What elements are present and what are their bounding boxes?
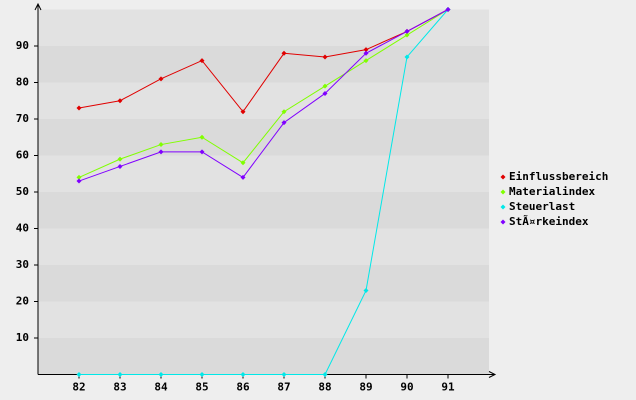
data-point bbox=[240, 372, 246, 377]
series-line bbox=[78, 9, 449, 178]
data-point bbox=[363, 58, 369, 64]
data-point bbox=[199, 149, 205, 155]
data-point bbox=[158, 372, 164, 377]
y-tick-label: 70 bbox=[16, 112, 29, 125]
x-tick-label: 88 bbox=[318, 381, 331, 394]
grid-band bbox=[38, 82, 489, 119]
data-point bbox=[117, 372, 123, 377]
legend-label: Steuerlast bbox=[509, 200, 575, 213]
grid-band bbox=[38, 228, 489, 265]
data-point bbox=[322, 90, 328, 96]
grid-band bbox=[38, 265, 489, 302]
data-point bbox=[322, 372, 328, 377]
legend-label: Einflussbereich bbox=[509, 170, 608, 183]
grid-band bbox=[38, 155, 489, 192]
y-tick-label: 50 bbox=[16, 185, 29, 198]
grid-band bbox=[38, 192, 489, 229]
y-tick-label: 20 bbox=[16, 295, 29, 308]
data-point bbox=[363, 50, 369, 56]
x-tick-label: 91 bbox=[441, 381, 455, 394]
x-tick-label: 83 bbox=[113, 381, 126, 394]
x-axis-arrow bbox=[488, 371, 497, 378]
x-tick-label: 89 bbox=[359, 381, 372, 394]
series-line bbox=[78, 9, 449, 113]
x-tick-label: 87 bbox=[277, 381, 290, 394]
y-tick-label: 60 bbox=[16, 149, 29, 162]
grid-band bbox=[38, 301, 489, 338]
data-point bbox=[76, 372, 82, 377]
y-tick-label: 10 bbox=[16, 331, 29, 344]
y-axis-arrow bbox=[34, 2, 42, 11]
grid-band bbox=[38, 338, 489, 375]
data-point bbox=[76, 105, 82, 111]
y-tick-label: 40 bbox=[16, 222, 29, 235]
legend-marker bbox=[500, 189, 506, 195]
x-tick-label: 85 bbox=[195, 381, 208, 394]
data-point bbox=[404, 54, 410, 60]
data-point bbox=[404, 32, 410, 38]
x-tick-label: 90 bbox=[400, 381, 413, 394]
data-point bbox=[76, 178, 82, 184]
legend-label: Materialindex bbox=[509, 185, 595, 198]
legend-label: StÃ¤rkeindex bbox=[509, 215, 589, 228]
data-point bbox=[158, 142, 164, 148]
legend-marker bbox=[500, 219, 506, 225]
data-point bbox=[76, 174, 82, 180]
data-point bbox=[158, 76, 164, 82]
data-point bbox=[322, 54, 328, 60]
data-point bbox=[322, 83, 328, 89]
data-point bbox=[117, 98, 123, 104]
legend-marker bbox=[500, 204, 506, 210]
data-point bbox=[199, 58, 205, 64]
data-point bbox=[117, 163, 123, 169]
data-point bbox=[363, 47, 369, 53]
data-point bbox=[281, 50, 287, 56]
data-point bbox=[199, 134, 205, 140]
data-point bbox=[240, 109, 246, 115]
y-tick-label: 30 bbox=[16, 258, 29, 271]
x-tick-label: 84 bbox=[154, 381, 168, 394]
data-point bbox=[158, 149, 164, 155]
y-tick-label: 90 bbox=[16, 39, 29, 52]
data-point bbox=[240, 160, 246, 166]
series-line bbox=[78, 9, 449, 182]
grid-band bbox=[38, 46, 489, 83]
data-point bbox=[404, 28, 410, 34]
data-point bbox=[445, 7, 451, 12]
data-point bbox=[281, 120, 287, 126]
y-tick-label: 80 bbox=[16, 76, 29, 89]
data-point bbox=[199, 372, 205, 377]
data-point bbox=[281, 109, 287, 115]
legend-marker bbox=[500, 174, 506, 180]
data-point bbox=[281, 372, 287, 377]
x-tick-label: 82 bbox=[72, 381, 85, 394]
data-point bbox=[117, 156, 123, 162]
x-tick-label: 86 bbox=[236, 381, 250, 394]
data-point bbox=[240, 174, 246, 180]
data-point bbox=[363, 288, 369, 294]
series-line bbox=[79, 9, 449, 375]
